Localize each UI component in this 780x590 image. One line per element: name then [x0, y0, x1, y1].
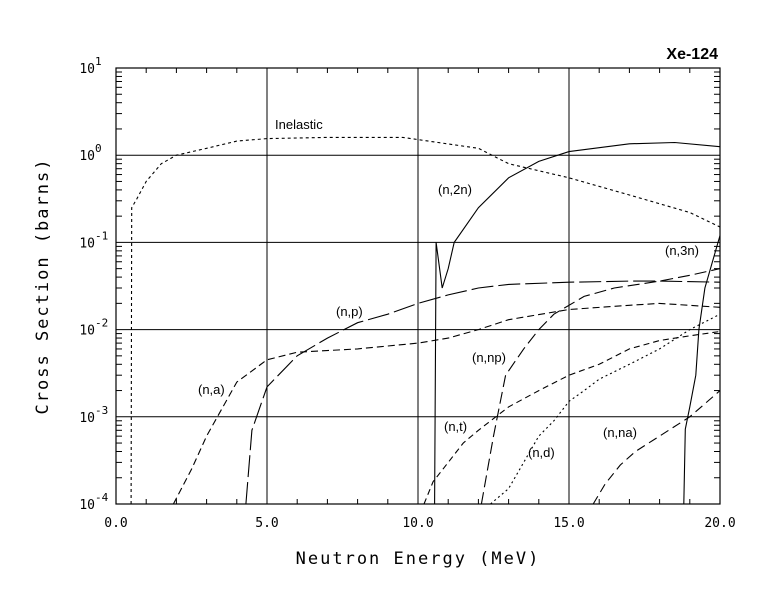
series-line — [245, 280, 721, 505]
y-tick-exponent: 1 — [95, 55, 102, 68]
series-line — [683, 235, 721, 505]
series-label: (n,np) — [472, 350, 506, 365]
series-line — [592, 390, 721, 505]
series-label: (n,t) — [444, 419, 467, 434]
series-line — [172, 302, 721, 505]
x-axis-title: Neutron Energy (MeV) — [296, 549, 541, 569]
series-label: (n,na) — [603, 425, 637, 440]
series-label: (n,2n) — [438, 182, 472, 197]
series-label: Inelastic — [275, 117, 323, 132]
series-label: (n,a) — [198, 382, 225, 397]
series-lines — [130, 136, 721, 505]
x-tick-label: 0.0 — [104, 516, 127, 531]
series-label: (n,p) — [336, 304, 363, 319]
series-label: (n,d) — [528, 445, 555, 460]
y-tick-exponent: -4 — [95, 491, 109, 504]
series-line — [480, 268, 721, 505]
y-tick-label: 10 — [79, 149, 95, 164]
x-tick-label: 10.0 — [402, 516, 433, 531]
grid-lines — [116, 68, 720, 504]
series-label: (n,3n) — [665, 243, 699, 258]
axis-ticks — [116, 68, 720, 504]
y-tick-label: 10 — [79, 236, 95, 251]
series-line — [423, 330, 721, 505]
x-tick-label: 20.0 — [704, 516, 735, 531]
y-axis-title: Cross Section (barns) — [33, 158, 53, 415]
series-line — [434, 141, 721, 505]
chart-title: Xe-124 — [666, 46, 718, 63]
y-tick-label: 10 — [79, 498, 95, 513]
y-tick-label: 10 — [79, 411, 95, 426]
y-tick-exponent: -2 — [95, 317, 108, 330]
series-line — [130, 136, 721, 505]
series-labels: Inelastic (n,2n) (n,3n) (n,p) (n,a) (n,np) (n,… — [198, 117, 699, 460]
y-tick-label: 10 — [79, 62, 95, 77]
y-tick-exponent: -1 — [95, 229, 108, 242]
plot-frame — [115, 67, 721, 505]
x-tick-labels: 0.0 5.0 10.0 15.0 20.0 — [104, 516, 735, 531]
x-tick-label: 5.0 — [255, 516, 278, 531]
y-tick-label: 10 — [79, 324, 95, 339]
y-tick-exponent: -3 — [95, 404, 108, 417]
series-line — [490, 313, 721, 505]
y-tick-exponent: 0 — [95, 142, 102, 155]
x-tick-label: 15.0 — [553, 516, 584, 531]
